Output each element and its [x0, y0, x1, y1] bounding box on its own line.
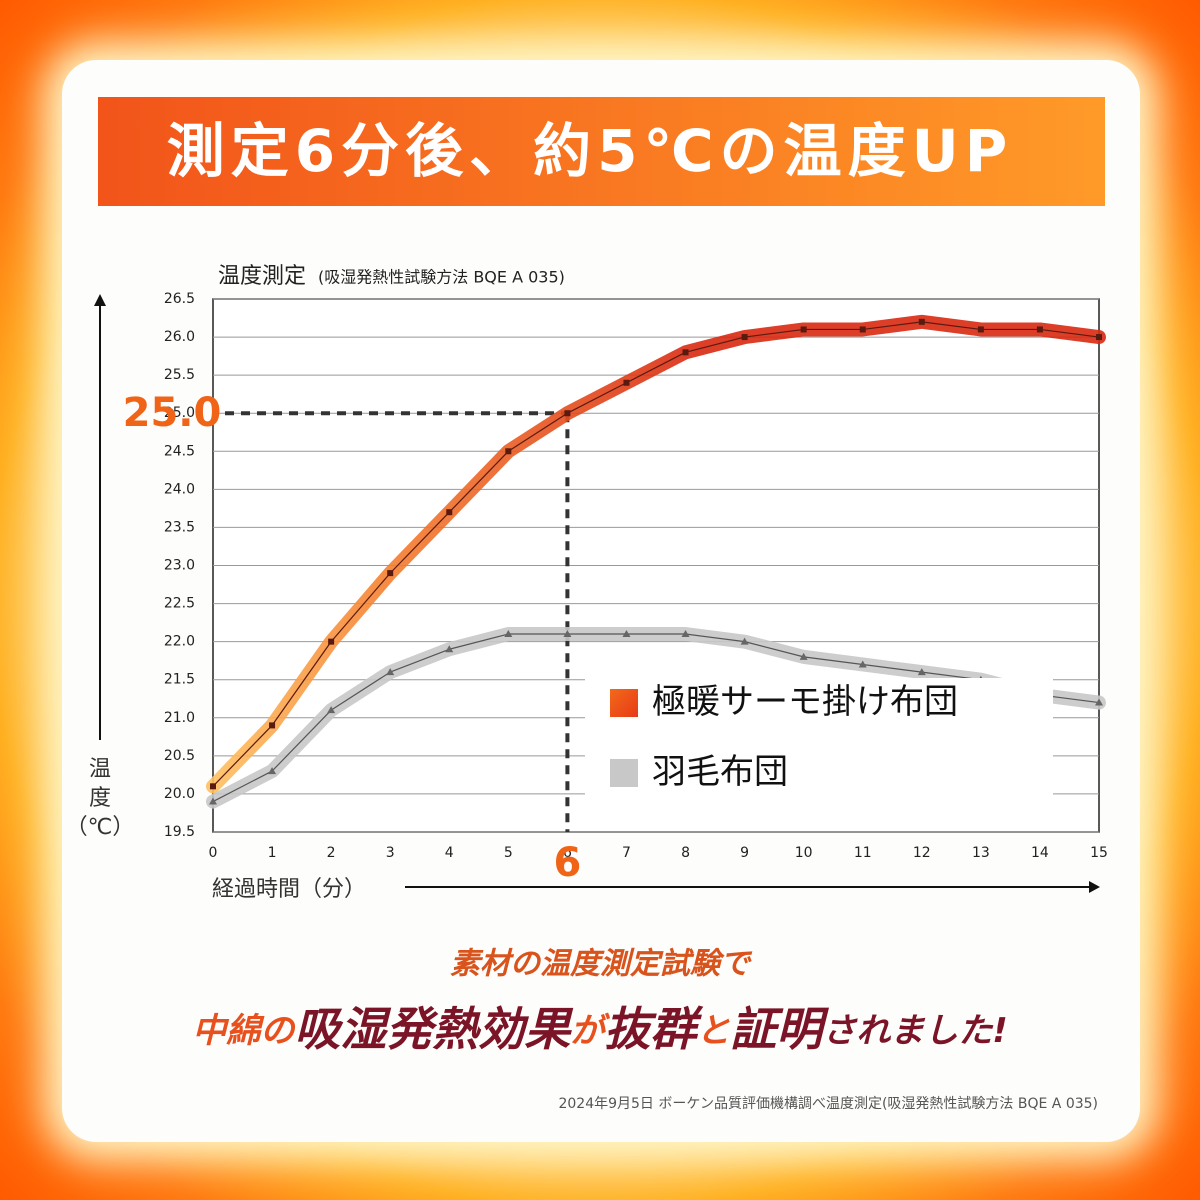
legend-label: 羽毛布団 [652, 752, 788, 792]
y-tick-label: 26.0 [164, 329, 195, 345]
series-line [212, 321, 1100, 787]
series-line [212, 633, 1100, 803]
y-tick-label: 20.5 [164, 748, 195, 764]
marker [504, 630, 513, 638]
marker [623, 379, 630, 386]
y-tick-label: 24.5 [164, 443, 195, 459]
x-tick-label: 13 [972, 845, 990, 861]
marker [210, 783, 216, 790]
caption-line2: 中綿の吸湿発熱効果が抜群と証明されました! [192, 1002, 1008, 1056]
highlight-y-label: 25.0 [123, 390, 222, 436]
x-tick-label: 14 [1031, 845, 1049, 861]
y-tick-label: 22.5 [164, 596, 195, 612]
marker [1036, 326, 1043, 333]
caption-part: 吸湿発熱効果 [294, 1002, 574, 1056]
caption-line1: 素材の温度測定試験で [450, 947, 753, 982]
marker [740, 637, 749, 645]
marker [682, 349, 689, 356]
marker [1095, 698, 1103, 706]
marker [681, 630, 690, 638]
marker [977, 326, 984, 333]
caption-part: が [570, 1011, 610, 1051]
marker [622, 630, 631, 638]
y-tick-label: 19.5 [164, 824, 195, 840]
marker [859, 326, 866, 333]
x-tick-label: 3 [386, 845, 395, 861]
x-tick-label: 15 [1090, 845, 1108, 861]
marker [209, 797, 217, 805]
x-tick-label: 10 [795, 845, 813, 861]
y-tick-label: 20.0 [164, 786, 195, 802]
legend [585, 678, 1053, 796]
y-tick-label: 23.5 [164, 519, 195, 535]
legend-swatch [610, 689, 638, 717]
y-tick-label: 25.5 [164, 367, 195, 383]
marker [445, 645, 454, 653]
legend-label: 極暖サーモ掛け布団 [652, 682, 958, 722]
marker [741, 334, 748, 341]
x-tick-label: 2 [327, 845, 336, 861]
y-arrow-head [94, 294, 106, 306]
caption-part: 抜群 [604, 1002, 704, 1056]
marker [269, 722, 276, 729]
x-tick-label: 4 [445, 845, 454, 861]
marker [386, 668, 395, 676]
x-arrow-head [1089, 881, 1100, 893]
x-tick-label: 6 [563, 845, 572, 861]
chart-subtitle: (吸湿発熱性試験方法 BQE A 035) [318, 268, 565, 287]
caption-part: と [696, 1011, 730, 1051]
marker [387, 570, 394, 577]
x-tick-label: 9 [740, 845, 749, 861]
y-tick-label: 22.0 [164, 634, 195, 650]
y-tick-label: 21.5 [164, 672, 195, 688]
x-tick-label: 7 [622, 845, 631, 861]
y-tick-label: 25.0 [164, 405, 195, 421]
chart-title: 温度測定 [218, 264, 306, 289]
y-tick-label: 26.5 [164, 291, 195, 307]
marker [799, 652, 808, 660]
y-tick-label: 24.0 [164, 481, 195, 497]
marker [917, 668, 926, 676]
marker [1096, 334, 1102, 341]
marker [268, 767, 277, 775]
marker [800, 326, 807, 333]
marker [327, 706, 336, 714]
banner-text: 測定6分後、約5℃の温度UP [167, 117, 1014, 185]
legend-swatch [610, 759, 638, 787]
caption-part: 証明 [730, 1002, 829, 1056]
x-tick-label: 11 [854, 845, 872, 861]
marker [564, 410, 571, 417]
x-tick-label: 0 [209, 845, 218, 861]
caption-part: 中綿の [192, 1011, 296, 1051]
x-tick-label: 12 [913, 845, 931, 861]
marker [858, 660, 867, 668]
caption-part: されました! [822, 1011, 1008, 1051]
x-tick-label: 1 [268, 845, 277, 861]
x-tick-label: 5 [504, 845, 513, 861]
marker [918, 318, 925, 325]
marker [505, 448, 512, 455]
marker [328, 638, 335, 645]
y-tick-label: 21.0 [164, 710, 195, 726]
marker [563, 630, 572, 638]
marker [446, 509, 453, 516]
y-axis-label: 温度（℃） [66, 757, 135, 840]
banner [98, 97, 1105, 206]
x-tick-label: 8 [681, 845, 690, 861]
footnote: 2024年9月5日 ボーケン品質評価機構調べ温度測定(吸湿発熱性試験方法 BQE… [558, 1096, 1098, 1112]
highlight-x-label: 6 [553, 840, 581, 886]
y-tick-label: 23.0 [164, 558, 195, 574]
x-axis-label: 経過時間（分） [212, 877, 366, 902]
